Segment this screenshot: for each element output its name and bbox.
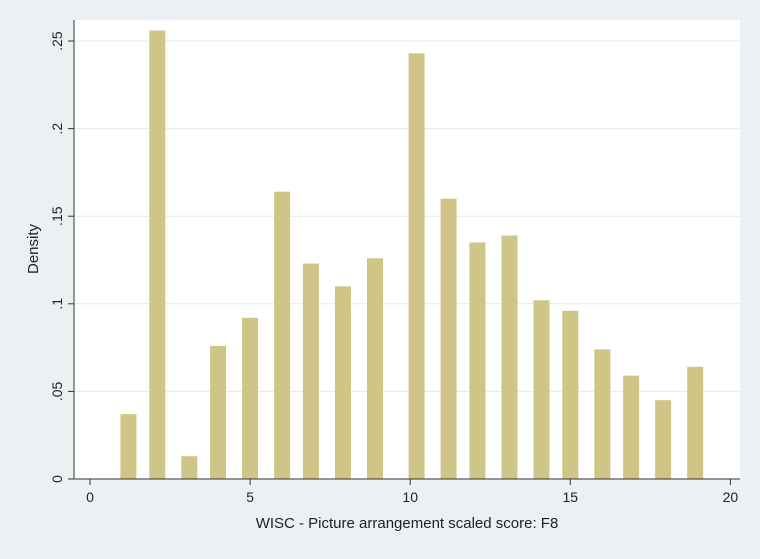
bar-1 — [149, 30, 166, 480]
y-tick-label-2: .1 — [49, 298, 65, 310]
bar-4 — [242, 317, 259, 479]
x-axis-title: WISC - Picture arrangement scaled score:… — [256, 515, 559, 532]
bar-3 — [210, 345, 227, 479]
y-tick-label-0: 0 — [49, 475, 65, 483]
y-tick-label-4: .2 — [49, 123, 65, 135]
bar-14 — [562, 310, 579, 479]
bar-2 — [181, 456, 198, 479]
bar-0 — [120, 414, 137, 479]
bar-17 — [655, 400, 672, 479]
x-tick-label-0: 0 — [86, 489, 94, 505]
axes: 0 .05 .1 .15 .2 .25 0 5 10 15 20 — [49, 20, 740, 505]
bar-8 — [366, 258, 383, 479]
bar-16 — [623, 375, 640, 479]
bar-7 — [334, 286, 351, 479]
x-tick-label-4: 20 — [723, 489, 739, 505]
x-tick-label-2: 10 — [402, 489, 418, 505]
bar-15 — [594, 349, 611, 479]
bar-6 — [302, 263, 319, 479]
y-tick-label-1: .05 — [49, 381, 65, 401]
bar-18 — [687, 366, 704, 479]
y-tick-label-5: .25 — [49, 31, 65, 51]
y-tick-label-3: .15 — [49, 206, 65, 226]
bar-13 — [533, 300, 550, 479]
plot-background — [74, 20, 740, 479]
x-tick-label-1: 5 — [246, 489, 254, 505]
bar-11 — [469, 242, 486, 479]
bar-10 — [440, 198, 457, 480]
grid-lines — [74, 20, 740, 479]
bar-12 — [501, 235, 518, 479]
bars — [120, 30, 704, 480]
y-axis-title: Density — [25, 223, 42, 274]
bar-5 — [274, 191, 291, 480]
x-tick-label-3: 15 — [563, 489, 579, 505]
bar-9 — [408, 53, 425, 480]
